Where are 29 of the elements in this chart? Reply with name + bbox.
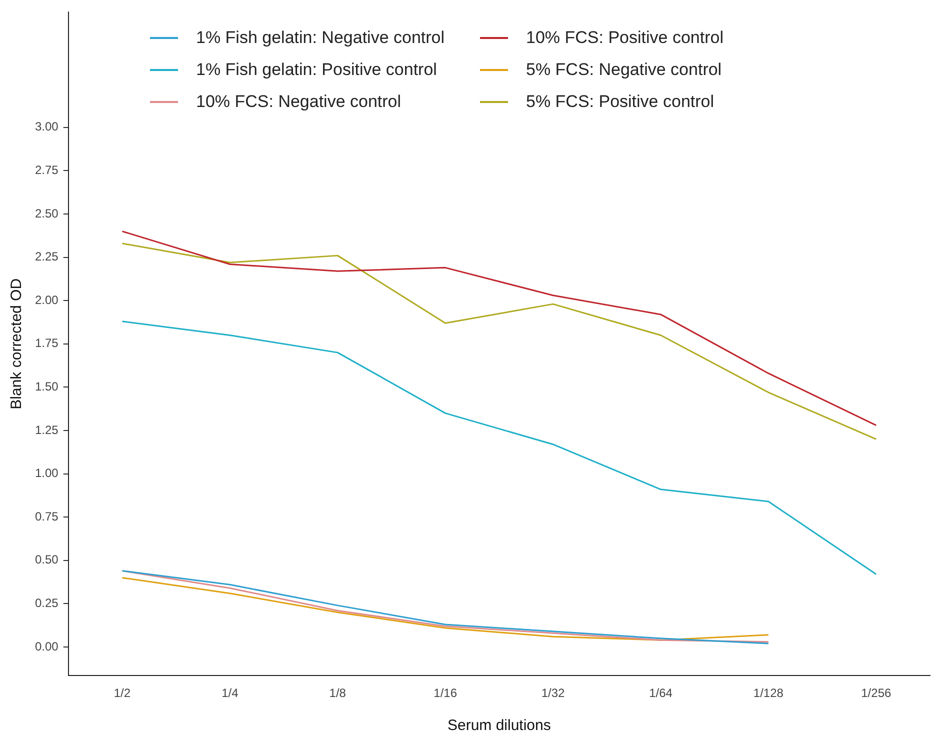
legend-label: 5% FCS: Negative control (526, 60, 722, 80)
y-tick-label: 0.25 (34, 596, 59, 610)
y-tick-label: 0.00 (34, 639, 59, 654)
y-tick-label: 2.00 (34, 292, 59, 307)
legend-label: 1% Fish gelatin: Positive control (196, 60, 437, 80)
y-tick-label: 2.25 (34, 250, 59, 264)
y-tick-label: 1.75 (34, 336, 59, 350)
y-tick-label: 2.75 (34, 163, 59, 177)
x-axis-title: Serum dilutions (447, 717, 551, 734)
legend-label: 10% FCS: Negative control (196, 92, 402, 112)
y-tick-label: 1.50 (34, 380, 59, 394)
y-tick-label: 2.50 (34, 206, 59, 220)
y-tick-label: 0.75 (34, 509, 59, 524)
x-tick-label: 1/2 (114, 686, 131, 700)
x-tick-label: 1/32 (541, 686, 566, 700)
x-tick-label: 1/8 (329, 686, 346, 700)
x-tick-label: 1/256 (861, 686, 892, 700)
x-tick-label: 1/4 (222, 686, 239, 700)
y-tick-label: 1.00 (34, 466, 59, 480)
legend-label: 5% FCS: Positive control (526, 92, 714, 112)
x-tick-label: 1/128 (753, 686, 784, 700)
y-tick-label: 0.50 (34, 552, 59, 567)
x-tick-label: 1/16 (434, 686, 458, 700)
y-axis-title: Blank corrected OD (8, 278, 26, 410)
y-tick-label: 1.25 (34, 422, 59, 437)
legend-label: 10% FCS: Positive control (526, 28, 724, 48)
y-tick-label: 3.00 (34, 120, 59, 134)
x-tick-label: 1/64 (649, 686, 673, 700)
legend-label: 1% Fish gelatin: Negative control (196, 28, 445, 48)
